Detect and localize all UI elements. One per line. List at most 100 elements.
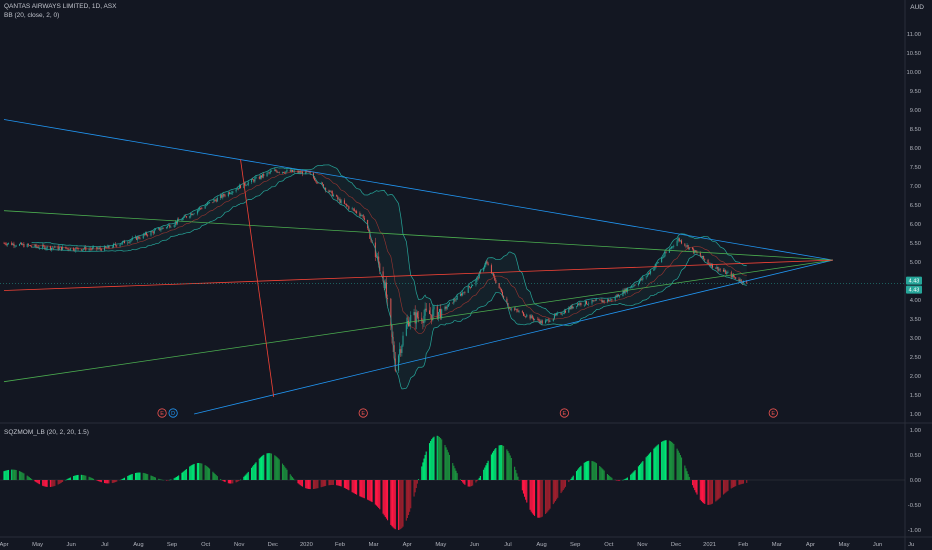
momentum-bar [665, 440, 667, 480]
candle-body [22, 243, 24, 245]
momentum-bar [549, 480, 551, 509]
candle-body [305, 170, 307, 175]
candle-body [228, 192, 230, 194]
bb-indicator-label[interactable]: BB (20, close, 2, 0) [4, 12, 60, 19]
time-tick-label: Oct [201, 542, 210, 548]
momentum-bar [680, 457, 683, 480]
candle-body [500, 288, 502, 293]
momentum-bar [150, 475, 152, 480]
momentum-bar [378, 480, 380, 508]
candle-body [206, 203, 208, 206]
momentum-bar [656, 445, 658, 480]
momentum-bar [454, 468, 456, 480]
candle-body [552, 318, 554, 322]
momentum-bar [648, 453, 651, 480]
candle-body [299, 171, 301, 173]
momentum-bar [62, 480, 64, 482]
momentum-bar [113, 480, 116, 483]
earnings-marker-label: E [361, 411, 365, 417]
candle-body [423, 315, 425, 323]
momentum-bar [686, 471, 688, 480]
momentum-bar [214, 473, 216, 480]
candle-body [168, 225, 170, 226]
momentum-bar [252, 466, 254, 480]
candle-body [316, 181, 318, 183]
momentum-bar [53, 480, 55, 487]
momentum-bar [260, 456, 263, 480]
momentum-bar [22, 472, 24, 480]
candle-body [678, 238, 680, 242]
momentum-bar [230, 480, 232, 484]
candle-body [695, 250, 697, 253]
candle-body [352, 208, 354, 210]
candle-body [588, 303, 590, 305]
candle-body [429, 310, 431, 315]
candle-body [525, 316, 527, 317]
candle-body [353, 209, 355, 211]
bollinger-bands [31, 164, 747, 390]
candle-body [84, 246, 86, 249]
momentum-bar [175, 476, 177, 480]
momentum-tick-label: -1.00 [908, 528, 921, 534]
momentum-bar [236, 480, 238, 482]
momentum-bar [394, 480, 396, 530]
momentum-bar [500, 445, 502, 480]
momentum-tick-label: 0.00 [910, 478, 921, 484]
momentum-bar [673, 443, 675, 480]
candle-body [363, 217, 365, 220]
candle-body [548, 319, 550, 322]
candle-body [699, 252, 701, 257]
candle-body [681, 240, 683, 244]
candle-body [255, 176, 257, 179]
momentum-tick-label: 1.00 [910, 428, 921, 434]
momentum-bar [446, 449, 448, 480]
momentum-bar [90, 477, 92, 480]
candle-body [454, 299, 456, 301]
candle-body [236, 188, 238, 190]
momentum-bar [227, 480, 229, 484]
candle-body [276, 171, 278, 173]
momentum-bar [422, 462, 424, 480]
momentum-bar [525, 480, 527, 500]
candle-body [452, 302, 454, 304]
candle-body [732, 274, 734, 277]
momentum-bar [650, 452, 652, 480]
candle-body [530, 315, 532, 319]
time-tick-label: Jul [504, 542, 511, 548]
candle-body [655, 263, 657, 267]
momentum-bar [510, 457, 512, 480]
momentum-bar [521, 480, 523, 491]
candle-body [139, 238, 141, 239]
momentum-bar [91, 478, 93, 480]
momentum-bar [247, 471, 249, 480]
candle-body [26, 244, 28, 248]
momentum-bar [200, 463, 202, 480]
momentum-bar [391, 480, 393, 527]
momentum-bar [578, 468, 580, 480]
momentum-bar [182, 471, 184, 480]
candle-body [212, 202, 214, 203]
squeeze-indicator-label[interactable]: SQZMOM_LB (20, 2, 20, 1.5) [4, 429, 89, 436]
candle-body [577, 303, 579, 307]
candle-body [237, 188, 239, 189]
candle-body [600, 299, 602, 301]
candle-body [152, 231, 154, 234]
candle-body [261, 175, 263, 178]
candle-body [285, 171, 287, 174]
candle-body [34, 244, 36, 247]
momentum-bar [462, 480, 464, 483]
candle-body [640, 278, 642, 281]
momentum-bar [642, 461, 644, 480]
candle-body [298, 171, 300, 173]
momentum-bar [269, 453, 271, 480]
momentum-bar [278, 459, 280, 480]
momentum-bar [645, 457, 647, 480]
candle-body [227, 192, 229, 196]
candle-body [340, 200, 342, 203]
candle-body [230, 193, 232, 194]
candle-body [18, 244, 20, 246]
momentum-bar [190, 465, 192, 480]
candle-body [685, 245, 687, 247]
momentum-bar [709, 480, 711, 505]
